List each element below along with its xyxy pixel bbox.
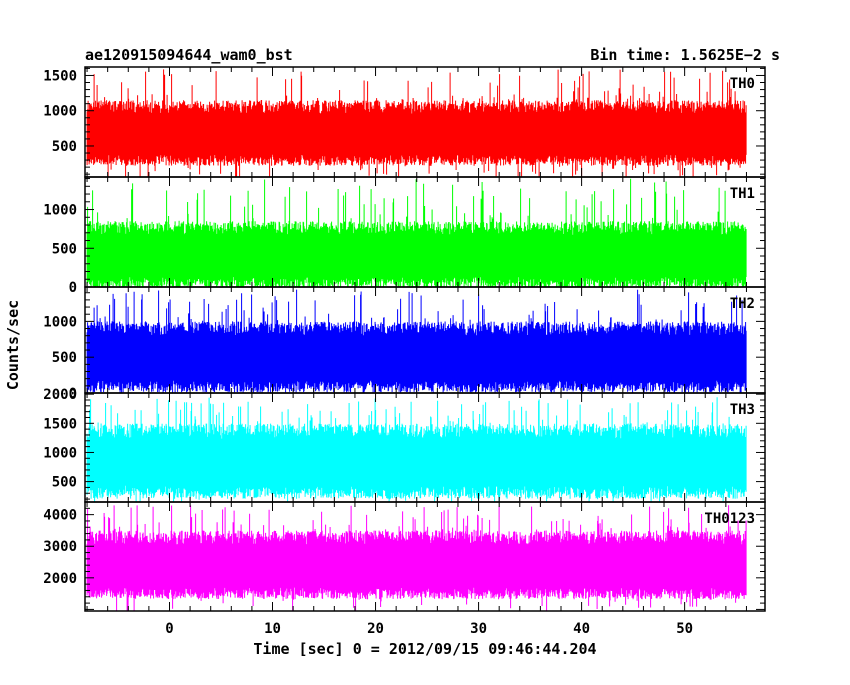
y-tick-label: 500: [52, 139, 77, 155]
bin-time-title: Bin time: 1.5625E−2 s: [590, 46, 780, 64]
x-axis-label: Time [sec] 0 = 2012/09/15 09:46:44.204: [253, 640, 596, 658]
y-tick-label: 500: [52, 350, 77, 366]
panel-th0: 500 1000 1500 TH0: [43, 66, 766, 178]
y-tick-label: 1000: [43, 314, 77, 330]
y-tick-label: 1000: [43, 104, 77, 120]
series-th2-trace: [86, 289, 747, 393]
x-tick-label: 30: [470, 621, 487, 637]
y-tick-label: 500: [52, 241, 77, 257]
series-th3-trace: [86, 397, 747, 502]
series-th0-trace: [86, 69, 747, 177]
y-tick-label: 1000: [43, 445, 77, 461]
y-tick-label: 0: [69, 386, 77, 402]
panel-th2: 0 500 1000 TH2: [43, 286, 766, 402]
x-tick-label: 50: [676, 621, 693, 637]
y-tick-label: 4000: [43, 508, 77, 524]
panel-label-th0123: TH0123: [704, 511, 755, 527]
panel-th1: 0 500 1000 TH1: [43, 176, 766, 296]
x-tick-label: 20: [367, 621, 384, 637]
y-tick-label: 1000: [43, 203, 77, 219]
observation-id-title: ae120915094644_wam0_bst: [85, 46, 293, 64]
x-tick-label: 10: [264, 621, 281, 637]
panel-th3: 500 1000 1500 2000 TH3: [43, 387, 766, 503]
panel-label-th3: TH3: [730, 402, 755, 418]
panel-frame: [84, 501, 766, 612]
y-tick-label: 2000: [43, 387, 77, 403]
x-tick-label: 0: [165, 621, 173, 637]
series-th1-trace: [86, 178, 747, 287]
series-th0123-trace: [86, 505, 747, 611]
panel-th0123: 2000 3000 4000 TH0123: [43, 501, 766, 612]
y-tick-label: 2000: [43, 571, 77, 587]
panel-label-th0: TH0: [730, 76, 755, 92]
y-tick-label: 3000: [43, 539, 77, 555]
panel-label-th2: TH2: [730, 296, 755, 312]
panel-label-th1: TH1: [730, 186, 755, 202]
y-axis-label: Counts/sec: [4, 300, 22, 390]
y-tick-label: 500: [52, 475, 77, 491]
y-tick-label: 1500: [43, 416, 77, 432]
y-tick-label: 0: [69, 280, 77, 296]
y-tick-label: 1500: [43, 68, 77, 84]
x-tick-label: 40: [573, 621, 590, 637]
